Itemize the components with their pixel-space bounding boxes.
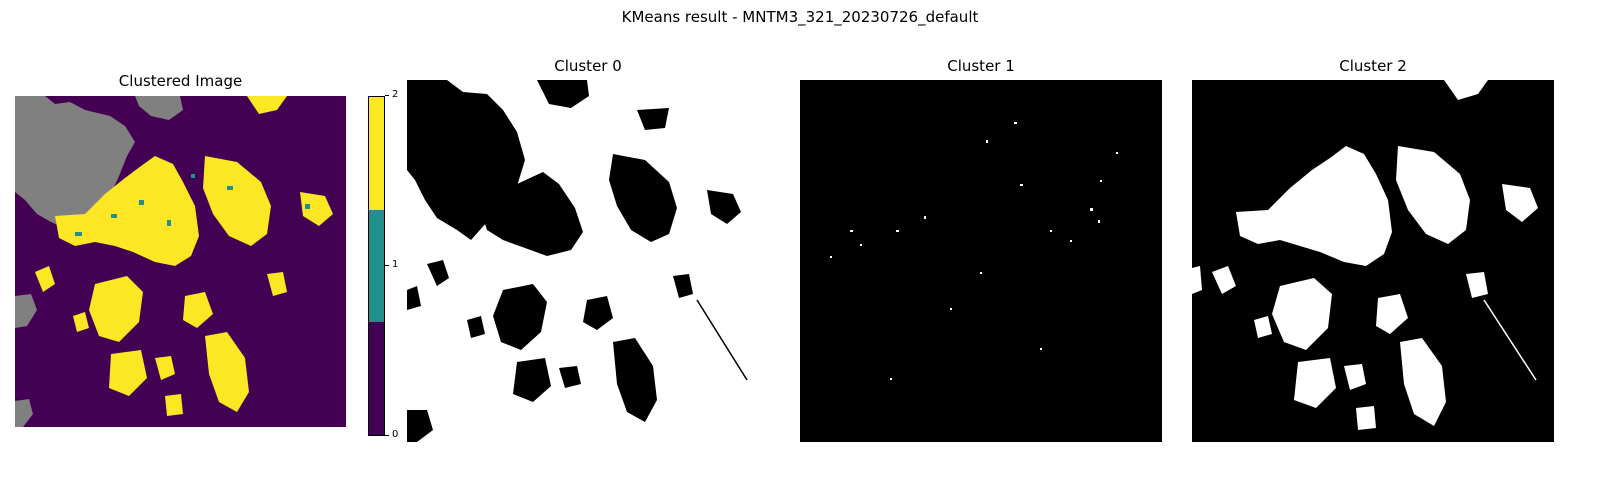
cluster-2-panel — [1192, 80, 1554, 442]
clustered-image-title: Clustered Image — [118, 72, 243, 90]
masked-region — [15, 399, 33, 427]
member-speckles — [830, 122, 1118, 380]
cluster-2-regions — [35, 96, 333, 416]
figure-title: KMeans result - MNTM3_321_20230726_defau… — [621, 8, 979, 26]
colorbar — [368, 96, 385, 436]
cluster-1-mask — [800, 80, 1162, 442]
cluster-2-mask — [1192, 80, 1554, 442]
cluster-1-panel — [800, 80, 1162, 442]
cluster-0-title: Cluster 0 — [554, 57, 622, 75]
cluster-1-regions — [75, 174, 310, 236]
cluster-0-mask — [407, 80, 769, 442]
colorbar-tick — [385, 95, 389, 96]
masked-region — [135, 96, 183, 120]
colorbar-tick-label: 2 — [392, 89, 399, 100]
colorbar-tick — [385, 265, 389, 266]
cluster-0-panel — [407, 80, 769, 442]
member-regions — [1192, 80, 1538, 430]
masked-region — [15, 294, 37, 328]
cluster-1-title: Cluster 1 — [947, 57, 1015, 75]
colorbar-class-2 — [369, 97, 384, 210]
colorbar-tick-label: 1 — [392, 259, 399, 270]
clustered-image-map — [15, 96, 346, 427]
non-member-regions — [407, 80, 741, 442]
cluster-2-title: Cluster 2 — [1339, 57, 1407, 75]
colorbar-tick — [385, 435, 389, 436]
colorbar-class-0 — [369, 322, 384, 435]
colorbar-tick-label: 0 — [392, 429, 399, 440]
colorbar-class-1 — [369, 209, 384, 323]
clustered-image-panel — [15, 96, 346, 427]
